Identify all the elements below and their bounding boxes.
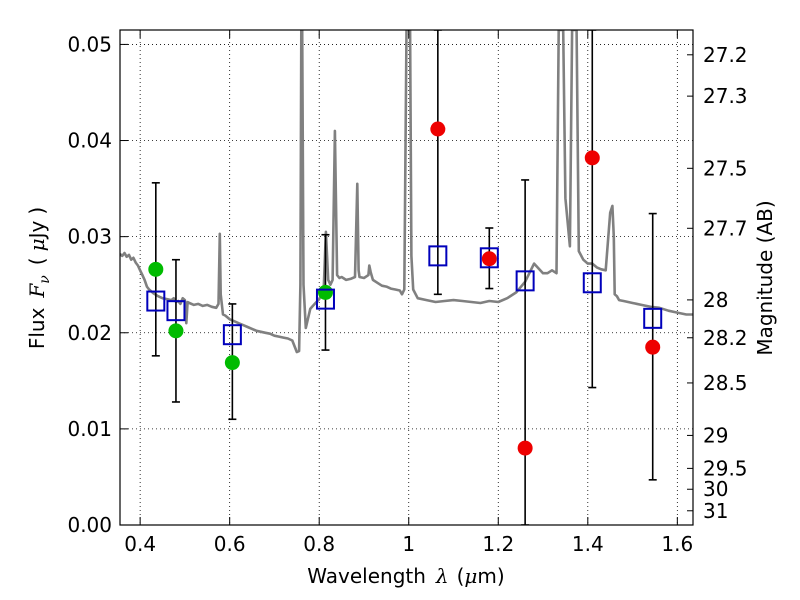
magnitude-tick-label: 29.5 bbox=[703, 456, 748, 480]
magnitude-tick-label: 30 bbox=[703, 477, 728, 501]
observed-flux-point bbox=[430, 121, 446, 137]
model-band-square bbox=[146, 290, 166, 312]
observed-flux-point bbox=[224, 355, 240, 371]
x-tick-label: 1.6 bbox=[661, 532, 693, 556]
magnitude-axis-title: Magnitude (AB) bbox=[753, 200, 777, 355]
model-band-fluxes bbox=[146, 245, 663, 346]
x-tick-label: 0.6 bbox=[214, 532, 246, 556]
y-axis-ticks: 0.00 0.01 0.02 0.03 0.04 0.05 bbox=[67, 32, 128, 537]
y-tick-label: 0.03 bbox=[67, 225, 112, 249]
magnitude-tick-label: 29 bbox=[703, 423, 728, 447]
y-axis-title-prefix: Flux bbox=[25, 307, 49, 349]
observed-flux-point bbox=[645, 339, 661, 355]
x-tick-label: 1 bbox=[402, 532, 415, 556]
x-axis-title: Wavelength λ (μm) bbox=[307, 564, 504, 588]
y-axis-flux-symbol: F bbox=[25, 283, 49, 299]
model-band-square bbox=[222, 324, 242, 346]
y-axis-unit-open: ( bbox=[25, 257, 49, 265]
observed-flux-point bbox=[317, 284, 333, 300]
magnitude-tick-label: 27.3 bbox=[703, 84, 748, 108]
x-axis-title-prefix: Wavelength bbox=[307, 564, 426, 588]
error-bar bbox=[521, 179, 530, 525]
plot-frame bbox=[119, 29, 694, 526]
magnitude-tick-label: 31 bbox=[703, 499, 728, 523]
x-tick-label: 0.8 bbox=[303, 532, 335, 556]
magnitude-tick-label: 27.5 bbox=[703, 156, 748, 180]
x-axis-ticks: 0.4 0.6 0.8 1 1.2 1.4 1.6 bbox=[124, 30, 693, 556]
y-tick-label: 0.04 bbox=[67, 129, 112, 153]
error-bar bbox=[433, 30, 442, 296]
y-tick-label: 0.02 bbox=[67, 321, 112, 345]
model-band-square bbox=[166, 300, 186, 322]
grid bbox=[120, 30, 693, 526]
model-band-square bbox=[643, 307, 663, 329]
y-axis-title: Flux Fν ( μJy) bbox=[25, 207, 53, 349]
observed-flux-point bbox=[584, 150, 600, 166]
x-tick-label: 0.4 bbox=[124, 532, 156, 556]
x-axis-lambda-symbol: λ bbox=[435, 564, 449, 588]
y-tick-label: 0.00 bbox=[67, 513, 112, 537]
model-spectrum bbox=[120, 30, 693, 354]
y-axis-unit-mu: μ bbox=[25, 238, 49, 251]
observed-points bbox=[148, 121, 661, 456]
magnitude-tick-label: 28 bbox=[703, 288, 728, 312]
y-tick-label: 0.05 bbox=[67, 32, 112, 56]
model-band-square bbox=[315, 288, 335, 310]
model-band-square bbox=[479, 247, 499, 269]
model-band-square bbox=[515, 270, 535, 292]
y-axis-nu-subscript: ν bbox=[37, 275, 53, 284]
magnitude-tick-label: 28.5 bbox=[703, 371, 748, 395]
spectrum-line bbox=[120, 30, 693, 354]
x-tick-label: 1.2 bbox=[482, 532, 514, 556]
x-axis-unit-mu: μ bbox=[464, 564, 477, 588]
error-bar bbox=[588, 30, 597, 389]
observed-flux-point bbox=[481, 251, 497, 267]
x-axis-unit-open: ( bbox=[457, 564, 465, 588]
magnitude-tick-label: 28.2 bbox=[703, 326, 748, 350]
observed-flux-point bbox=[168, 323, 184, 339]
y-axis-unit-rest: Jy bbox=[25, 220, 49, 240]
magnitude-tick-label: 27.2 bbox=[703, 43, 748, 67]
x-axis-unit-rest: m) bbox=[477, 564, 504, 588]
magnitude-tick-label: 27.7 bbox=[703, 216, 748, 240]
model-band-square bbox=[582, 272, 602, 294]
observed-flux-point bbox=[148, 261, 164, 277]
x-tick-label: 1.4 bbox=[572, 532, 604, 556]
observed-flux-point bbox=[517, 440, 533, 456]
y-axis-unit-close: ) bbox=[25, 207, 49, 215]
y-tick-label: 0.01 bbox=[67, 417, 112, 441]
model-band-square bbox=[428, 245, 448, 267]
